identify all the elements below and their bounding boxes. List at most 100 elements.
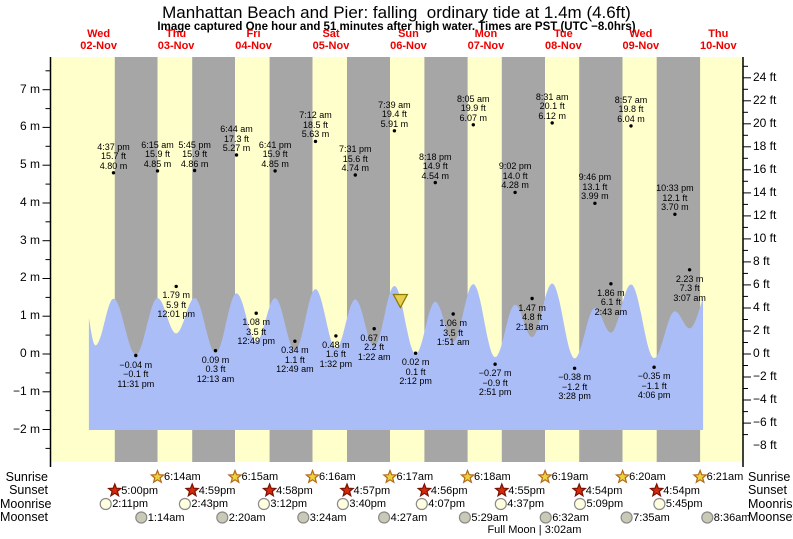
sunset-time: 4:58pm — [276, 484, 313, 497]
left-axis-tick-label: 5 m — [19, 157, 40, 172]
sunrise-time: 6:16am — [319, 471, 356, 483]
moonrise-time: 5:45pm — [665, 498, 703, 510]
day-label: Sun 06-Nov — [390, 28, 427, 52]
low-tide-annotation: 1.47 m 4.8 ft 2:18 am — [515, 302, 549, 332]
moonrise-icon — [573, 497, 587, 511]
tide-extreme-dot — [334, 334, 338, 338]
sunset-time: 4:56pm — [430, 484, 468, 497]
tide-extreme-dot — [392, 129, 397, 133]
sunrise-time: 6:17am — [396, 471, 434, 483]
tide-extreme-dot — [192, 168, 197, 173]
sunrise-icon — [304, 468, 321, 484]
tide-extreme-dot — [155, 169, 160, 173]
right-axis-tick-label: 22 ft — [753, 92, 777, 107]
left-axis-tick-label: 7 m — [19, 81, 40, 96]
low-tide-annotation: −0.04 m −0.1 ft 11:31 pm — [117, 359, 155, 389]
sunset-time: 4:59pm — [198, 484, 236, 497]
high-tide-annotation: 4:37 pm 15.7 ft 4.80 m — [97, 141, 130, 171]
low-tide-annotation: −0.35 m −1.1 ft 4:06 pm — [637, 371, 671, 401]
sunset-time: 4:55pm — [508, 484, 545, 497]
right-axis-tick-label: 4 ft — [753, 299, 770, 314]
sunset-icon — [494, 482, 510, 498]
tide-extreme-dot — [687, 268, 692, 272]
moonrise-icon — [257, 497, 270, 511]
right-axis-tick-label: 12 ft — [753, 207, 777, 222]
right-axis-tick-label: −6 ft — [753, 415, 777, 430]
moonset-time: 4:27am — [390, 511, 428, 524]
sunrise-time: 6:18am — [474, 471, 511, 483]
right-axis-tick-label: −4 ft — [753, 392, 777, 407]
left-axis-tick-label: −2 m — [12, 421, 40, 436]
tide-extreme-dot — [451, 312, 455, 316]
moonset-icon — [135, 511, 148, 524]
right-axis-tick-label: 0 ft — [753, 346, 770, 360]
day-label: Fri 04-Nov — [235, 28, 272, 52]
sunrise-time: 6:19am — [551, 471, 589, 483]
sunset-row-label-left: Sunset — [9, 483, 48, 497]
moonrise-icon — [99, 497, 112, 511]
tide-extreme-dot — [433, 180, 437, 185]
right-axis-tick-label: 8 ft — [753, 253, 770, 268]
moonrise-icon — [653, 497, 666, 511]
tide-extreme-dot — [353, 173, 357, 177]
low-tide-annotation: 0.09 m 0.3 ft 12:13 am — [196, 354, 235, 384]
right-axis-tick-label: 18 ft — [753, 138, 777, 153]
sunset-icon — [261, 482, 278, 498]
sunset-time: 5:00pm — [121, 484, 158, 497]
moonset-time: 5:29am — [471, 511, 509, 524]
moonset-icon — [216, 511, 229, 524]
current-tide-marker — [392, 293, 409, 309]
left-axis-tick-label: 4 m — [19, 194, 40, 209]
high-tide-annotation: 7:39 am 19.4 ft 5.91 m — [378, 99, 411, 129]
low-tide-annotation: 1.08 m 3.5 ft 12:49 pm — [237, 317, 275, 347]
moonset-time: 3:24am — [309, 511, 347, 524]
moonrise-time: 3:12pm — [270, 498, 308, 510]
moonset-time: 2:20am — [228, 511, 266, 524]
moonset-time: 8:36am — [713, 511, 751, 524]
right-axis-tick-label: 16 ft — [753, 161, 777, 176]
tide-curve — [88, 283, 704, 430]
high-tide-annotation: 8:05 am 19.9 ft 6.07 m — [457, 93, 490, 123]
low-tide-annotation: 0.48 m 1.6 ft 1:32 pm — [319, 339, 353, 369]
sunrise-icon — [537, 468, 553, 484]
tide-extreme-dot — [413, 351, 418, 355]
day-label: Wed 09-Nov — [622, 28, 660, 52]
moonset-icon — [378, 511, 391, 524]
high-tide-annotation: 9:46 pm 13.1 ft 3.99 m — [578, 172, 612, 202]
tide-extreme-dot — [530, 296, 534, 301]
sunrise-time: 6:14am — [164, 471, 201, 483]
moonrise-icon — [494, 497, 507, 511]
sunrise-icon — [227, 468, 243, 484]
tide-extreme-dot — [652, 365, 656, 369]
tide-extreme-dot — [673, 212, 677, 216]
moonset-row-label-right: Moonset — [748, 510, 793, 524]
high-tide-annotation: 7:31 pm 15.6 ft 4.74 m — [339, 144, 372, 173]
right-axis-tick-label: −2 ft — [753, 369, 777, 384]
sunrise-time: 6:20am — [629, 471, 666, 483]
sunset-time: 4:54pm — [663, 484, 700, 497]
low-tide-annotation: 0.67 m 2.2 ft 1:22 am — [357, 332, 391, 362]
moonrise-time: 5:09pm — [586, 498, 624, 510]
moonrise-time: 4:37pm — [507, 498, 544, 510]
moonset-icon — [539, 511, 552, 524]
moonset-icon — [458, 511, 471, 524]
tide-extreme-dot — [313, 139, 318, 144]
sunrise-icon — [149, 468, 166, 484]
tide-extreme-dot — [111, 171, 116, 175]
right-axis-tick-label: 14 ft — [753, 184, 777, 199]
day-label: Tue 08-Nov — [545, 28, 582, 52]
day-label: Thu 10-Nov — [699, 28, 737, 52]
moonset-time: 1:14am — [147, 511, 185, 524]
sunrise-icon — [614, 468, 631, 484]
low-tide-annotation: 2.23 m 7.3 ft 3:07 am — [673, 273, 706, 303]
left-axis-tick-label: 3 m — [19, 232, 40, 247]
sunset-icon — [648, 482, 665, 498]
right-axis-tick-label: 20 ft — [753, 115, 777, 130]
sunrise-row-label-right: Sunrise — [748, 469, 791, 484]
tide-extreme-dot — [134, 353, 138, 358]
sunset-icon — [416, 482, 433, 498]
moonrise-row-label-right: Moonrise — [748, 496, 793, 511]
moonrise-icon — [415, 497, 428, 511]
